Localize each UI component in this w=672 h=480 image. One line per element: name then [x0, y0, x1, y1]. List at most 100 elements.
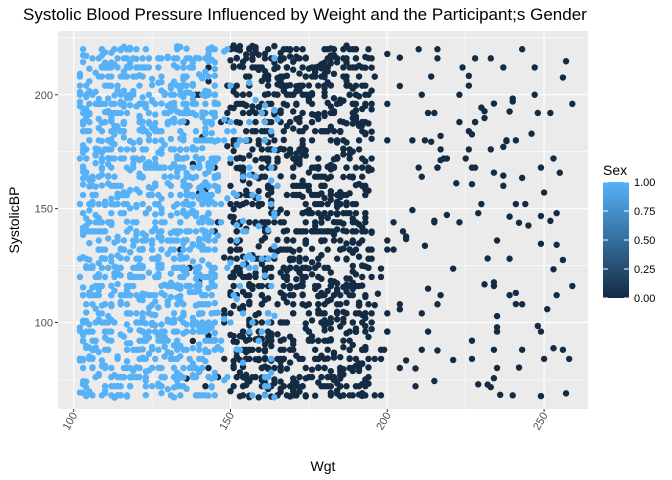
point-sex-1: [167, 135, 175, 143]
point-sex-0: [475, 381, 482, 388]
point-sex-1: [114, 355, 121, 363]
point-sex-1: [261, 118, 269, 126]
point-sex-1: [117, 91, 124, 98]
point-sex-1: [108, 146, 115, 153]
point-sex-0: [283, 365, 291, 372]
point-sex-0: [230, 205, 237, 213]
point-sex-0: [233, 255, 240, 262]
point-sex-0: [221, 307, 228, 314]
point-sex-0: [271, 91, 278, 98]
point-sex-1: [86, 100, 93, 108]
point-sex-1: [158, 195, 165, 202]
point-sex-0: [277, 319, 284, 326]
point-sex-1: [83, 93, 90, 101]
point-sex-1: [155, 304, 162, 311]
point-sex-0: [540, 355, 548, 363]
point-sex-1: [221, 376, 228, 384]
point-sex-1: [108, 337, 115, 344]
point-sex-1: [221, 137, 228, 144]
point-sex-1: [108, 195, 115, 202]
point-sex-0: [239, 58, 247, 65]
point-sex-1: [142, 209, 150, 217]
point-sex-1: [142, 236, 150, 243]
point-sex-0: [362, 214, 369, 221]
point-sex-0: [277, 109, 284, 117]
point-sex-0: [299, 82, 306, 89]
point-sex-0: [283, 246, 291, 253]
point-sex-0: [333, 308, 341, 316]
point-sex-0: [324, 127, 331, 135]
point-sex-0: [261, 354, 269, 362]
point-sex-1: [123, 392, 131, 399]
point-sex-0: [305, 328, 313, 335]
point-sex-1: [202, 358, 209, 365]
point-sex-1: [199, 364, 206, 372]
point-sex-0: [327, 137, 335, 144]
point-sex-0: [327, 373, 335, 381]
point-sex-0: [503, 137, 510, 145]
point-sex-1: [192, 282, 200, 290]
point-sex-1: [79, 291, 87, 299]
point-sex-1: [79, 52, 87, 59]
point-sex-1: [101, 387, 109, 394]
point-sex-0: [290, 256, 297, 263]
point-sex-1: [173, 264, 181, 272]
point-sex-1: [101, 59, 109, 66]
point-sex-1: [136, 137, 143, 144]
point-sex-0: [258, 282, 266, 290]
point-sex-1: [233, 141, 240, 149]
point-sex-0: [343, 299, 350, 307]
point-sex-1: [208, 118, 215, 126]
point-sex-1: [89, 328, 96, 335]
point-sex-0: [337, 392, 344, 400]
point-sex-1: [152, 298, 159, 305]
point-sex-0: [337, 383, 344, 390]
point-sex-0: [518, 46, 526, 53]
point-sex-1: [208, 137, 215, 144]
point-sex-0: [324, 55, 331, 62]
point-sex-1: [108, 115, 115, 123]
point-sex-0: [305, 91, 313, 98]
point-sex-1: [123, 321, 131, 328]
point-sex-0: [362, 191, 369, 199]
point-sex-0: [362, 118, 369, 126]
point-sex-0: [280, 100, 287, 108]
point-sex-1: [189, 319, 197, 326]
y-axis-title: SystolicBP: [6, 187, 22, 254]
point-sex-0: [465, 72, 473, 80]
point-sex-0: [330, 291, 338, 299]
point-sex-0: [230, 383, 237, 390]
point-sex-0: [327, 109, 335, 117]
point-sex-1: [120, 237, 128, 244]
point-sex-1: [211, 113, 219, 120]
point-sex-0: [475, 209, 482, 217]
point-sex-1: [164, 179, 171, 187]
point-sex-1: [145, 64, 153, 71]
point-sex-1: [95, 137, 102, 144]
point-sex-1: [145, 334, 153, 341]
point-sex-1: [202, 87, 209, 95]
point-sex-0: [255, 355, 262, 363]
point-sex-1: [158, 261, 165, 268]
point-sex-0: [368, 106, 375, 113]
point-sex-0: [311, 392, 319, 399]
point-sex-0: [365, 355, 372, 363]
point-sex-0: [246, 299, 253, 306]
point-sex-0: [202, 383, 209, 390]
point-sex-1: [195, 219, 203, 226]
point-sex-0: [330, 237, 338, 244]
point-sex-0: [315, 301, 322, 308]
point-sex-0: [368, 228, 375, 235]
point-sex-0: [302, 124, 309, 131]
point-sex-0: [236, 369, 244, 376]
point-sex-0: [286, 118, 294, 126]
point-sex-1: [92, 373, 99, 381]
point-sex-0: [227, 331, 234, 339]
point-sex-1: [161, 328, 168, 335]
point-sex-1: [239, 217, 247, 225]
point-sex-1: [83, 318, 90, 326]
point-sex-0: [343, 55, 350, 62]
point-sex-1: [155, 255, 162, 262]
point-sex-1: [98, 182, 106, 189]
point-sex-1: [170, 394, 178, 401]
